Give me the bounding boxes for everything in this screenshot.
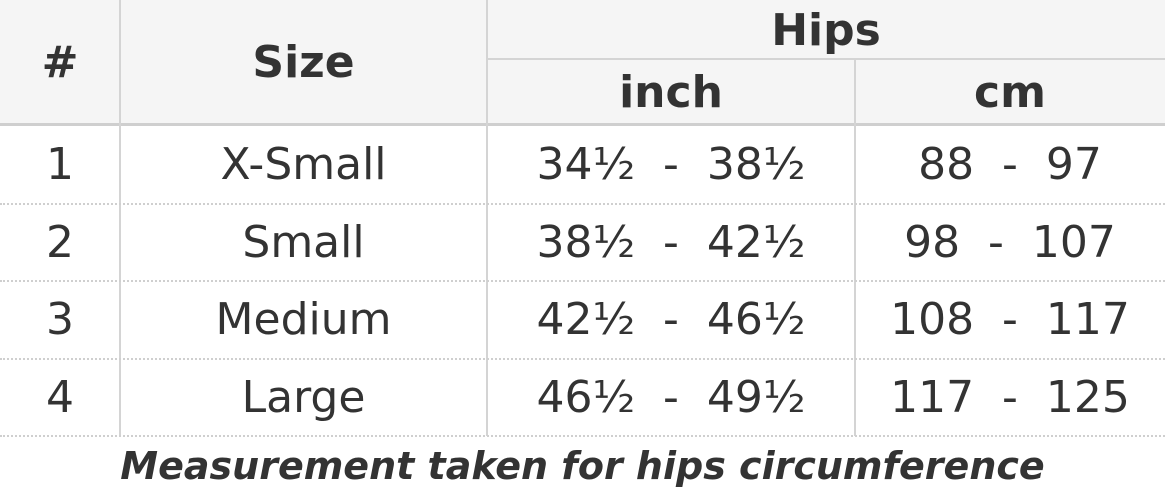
row-cm: 108 - 117 xyxy=(890,294,1130,346)
header-border xyxy=(0,123,1165,126)
header-number: # xyxy=(0,0,120,125)
row-size: Medium xyxy=(215,294,392,346)
column-divider xyxy=(119,0,121,436)
header-group: Hips xyxy=(487,0,1165,60)
column-divider xyxy=(854,60,856,436)
row-inch: 34½ - 38½ xyxy=(536,139,806,191)
row-inch: 38½ - 42½ xyxy=(536,216,806,268)
row-size: Large xyxy=(241,371,366,423)
header-cm: cm xyxy=(855,60,1165,125)
row-divider xyxy=(0,280,1165,282)
row-inch: 42½ - 46½ xyxy=(536,294,806,346)
column-divider xyxy=(486,0,488,436)
row-number: 1 xyxy=(46,139,74,191)
row-size: X-Small xyxy=(220,139,387,191)
row-cm: 88 - 97 xyxy=(918,139,1102,191)
row-divider xyxy=(0,435,1165,437)
row-divider xyxy=(0,202,1165,205)
row-number: 2 xyxy=(46,216,74,268)
row-number: 3 xyxy=(46,294,74,346)
caption: Measurement taken for hips circumference xyxy=(120,444,1045,488)
header-divider xyxy=(487,58,1165,60)
row-number: 4 xyxy=(46,371,74,423)
row-size: Small xyxy=(242,216,365,268)
row-inch: 46½ - 49½ xyxy=(536,371,806,423)
header-inch: inch xyxy=(487,60,855,125)
row-divider xyxy=(0,357,1165,360)
row-cm: 117 - 125 xyxy=(890,371,1130,423)
header-size: Size xyxy=(120,0,487,125)
row-cm: 98 - 107 xyxy=(904,216,1116,268)
